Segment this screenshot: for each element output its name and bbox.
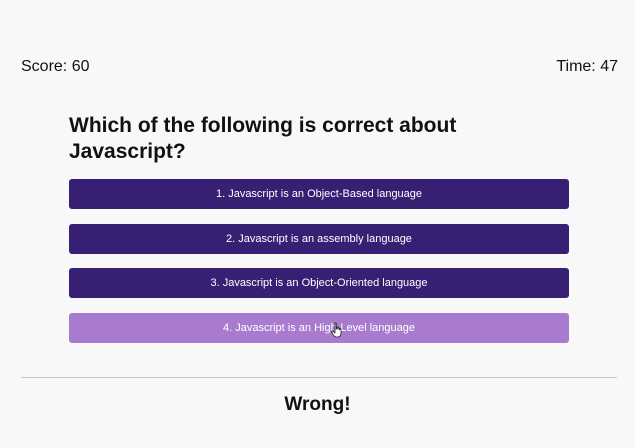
answer-option-1[interactable]: 1. Javascript is an Object-Based languag… (69, 179, 569, 209)
answer-option-4-label: 4. Javascript is an High-Level language (222, 321, 415, 334)
quiz-header: Score: 60 Time: 47 (21, 58, 618, 76)
answer-option-3[interactable]: 3. Javascript is an Object-Oriented lang… (69, 268, 569, 298)
result-message: Wrong! (284, 394, 351, 415)
question-text: Which of the following is correct about … (69, 114, 457, 163)
divider (21, 377, 617, 378)
answer-list: 1. Javascript is an Object-Based languag… (69, 179, 569, 357)
answer-option-4[interactable]: 4. Javascript is an High-Level language (69, 312, 569, 343)
answer-option-2[interactable]: 2. Javascript is an assembly language (69, 223, 569, 254)
hand-pointer-icon (331, 321, 342, 337)
timer-display: Time: 47 (556, 58, 618, 75)
score-display: Score: 60 (21, 58, 90, 75)
